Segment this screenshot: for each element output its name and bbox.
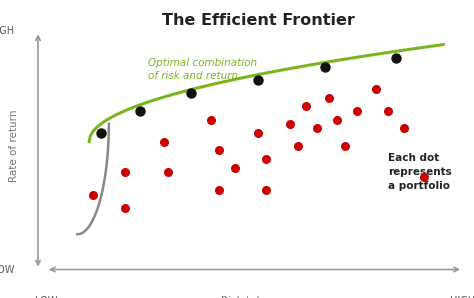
Text: Each dot
represents
a portfolio: Each dot represents a portfolio bbox=[388, 153, 452, 192]
Text: Optimal combination
of risk and return: Optimal combination of risk and return bbox=[148, 58, 257, 81]
Text: Risk tolerance: Risk tolerance bbox=[221, 296, 295, 298]
Text: HIGH: HIGH bbox=[450, 296, 474, 298]
Title: The Efficient Frontier: The Efficient Frontier bbox=[162, 13, 355, 28]
Text: Rate of return: Rate of return bbox=[9, 110, 19, 182]
Text: HIGH: HIGH bbox=[0, 26, 14, 36]
Text: LOW: LOW bbox=[0, 265, 14, 274]
Text: LOW: LOW bbox=[35, 296, 57, 298]
